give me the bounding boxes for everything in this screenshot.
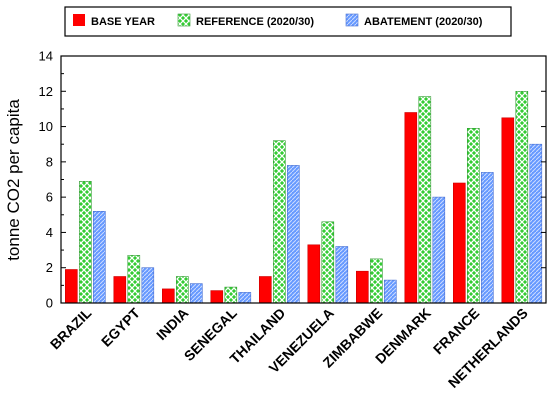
bar-base-year-denmark <box>404 112 418 304</box>
bar-abatement-2020-30-senegal <box>238 292 252 304</box>
x-axis-categories: BRAZIL EGYPT INDIASENEGALTHAILANDVENEZUELA… <box>47 304 531 390</box>
bar-base-year-senegal <box>210 290 224 304</box>
bar-base-year-egypt <box>113 276 127 304</box>
y-tick-label-2: 2 <box>46 260 53 275</box>
bars-group <box>65 91 543 304</box>
bar-reference-2020-30-netherlands <box>515 91 529 304</box>
bar-base-year-venezuela <box>307 244 321 304</box>
legend: BASE YEAR REFERENCE (2020/30) ABATEMENT … <box>64 6 512 37</box>
bar-reference-2020-30-thailand <box>272 140 286 304</box>
bar-abatement-2020-30-venezuela <box>335 246 349 304</box>
y-tick-label-12: 12 <box>39 84 53 99</box>
y-axis-ticks: 0 2 4 6 8 10 12 14 <box>39 49 546 311</box>
legend-label-reference: REFERENCE (2020/30) <box>196 16 314 28</box>
bar-base-year-india <box>162 288 175 304</box>
bar-abatement-2020-30-france <box>480 172 494 304</box>
plot-frame <box>60 55 547 304</box>
bar-abatement-2020-30-brazil <box>93 211 106 304</box>
bar-abatement-2020-30-denmark <box>432 196 446 304</box>
x-tick-label-brazil: BRAZIL <box>47 304 95 352</box>
bar-reference-2020-30-brazil <box>79 181 92 304</box>
bar-abatement-2020-30-egypt <box>141 267 155 304</box>
bar-base-year-brazil <box>65 269 78 304</box>
bar-reference-2020-30-denmark <box>418 96 432 304</box>
bar-reference-2020-30-egypt <box>127 255 141 304</box>
bar-reference-2020-30-france <box>466 128 480 304</box>
legend-frame <box>64 6 512 37</box>
y-tick-label-0: 0 <box>46 296 53 311</box>
legend-label-base-year: BASE YEAR <box>91 16 155 28</box>
y-tick-label-8: 8 <box>46 154 53 169</box>
bar-abatement-2020-30-india <box>190 283 203 304</box>
y-tick-label-4: 4 <box>46 225 53 240</box>
y-axis-label: tonne CO2 per capita <box>4 99 23 261</box>
x-tick-label-india: INDIA <box>153 305 191 343</box>
legend-swatch-abatement <box>345 13 359 27</box>
bar-base-year-netherlands <box>501 117 515 304</box>
y-tick-label-14: 14 <box>39 49 53 64</box>
bar-reference-2020-30-venezuela <box>321 221 335 304</box>
bar-abatement-2020-30-netherlands <box>529 143 543 304</box>
legend-label-abatement: ABATEMENT (2020/30) <box>364 16 483 28</box>
y-tick-label-10: 10 <box>39 119 53 134</box>
bar-reference-2020-30-india <box>176 276 189 304</box>
y-tick-label-6: 6 <box>46 190 53 205</box>
legend-swatch-base-year <box>73 14 85 26</box>
bar-base-year-zimbabwe <box>355 270 369 304</box>
bar-reference-2020-30-zimbabwe <box>369 258 383 304</box>
legend-swatch-reference <box>177 13 191 27</box>
x-tick-label-egypt: EGYPT <box>98 305 143 350</box>
bar-abatement-2020-30-thailand <box>286 165 300 304</box>
bar-abatement-2020-30-zimbabwe <box>383 279 397 304</box>
bar-base-year-france <box>452 182 466 304</box>
bar-base-year-thailand <box>258 276 272 304</box>
bar-reference-2020-30-senegal <box>224 286 238 304</box>
